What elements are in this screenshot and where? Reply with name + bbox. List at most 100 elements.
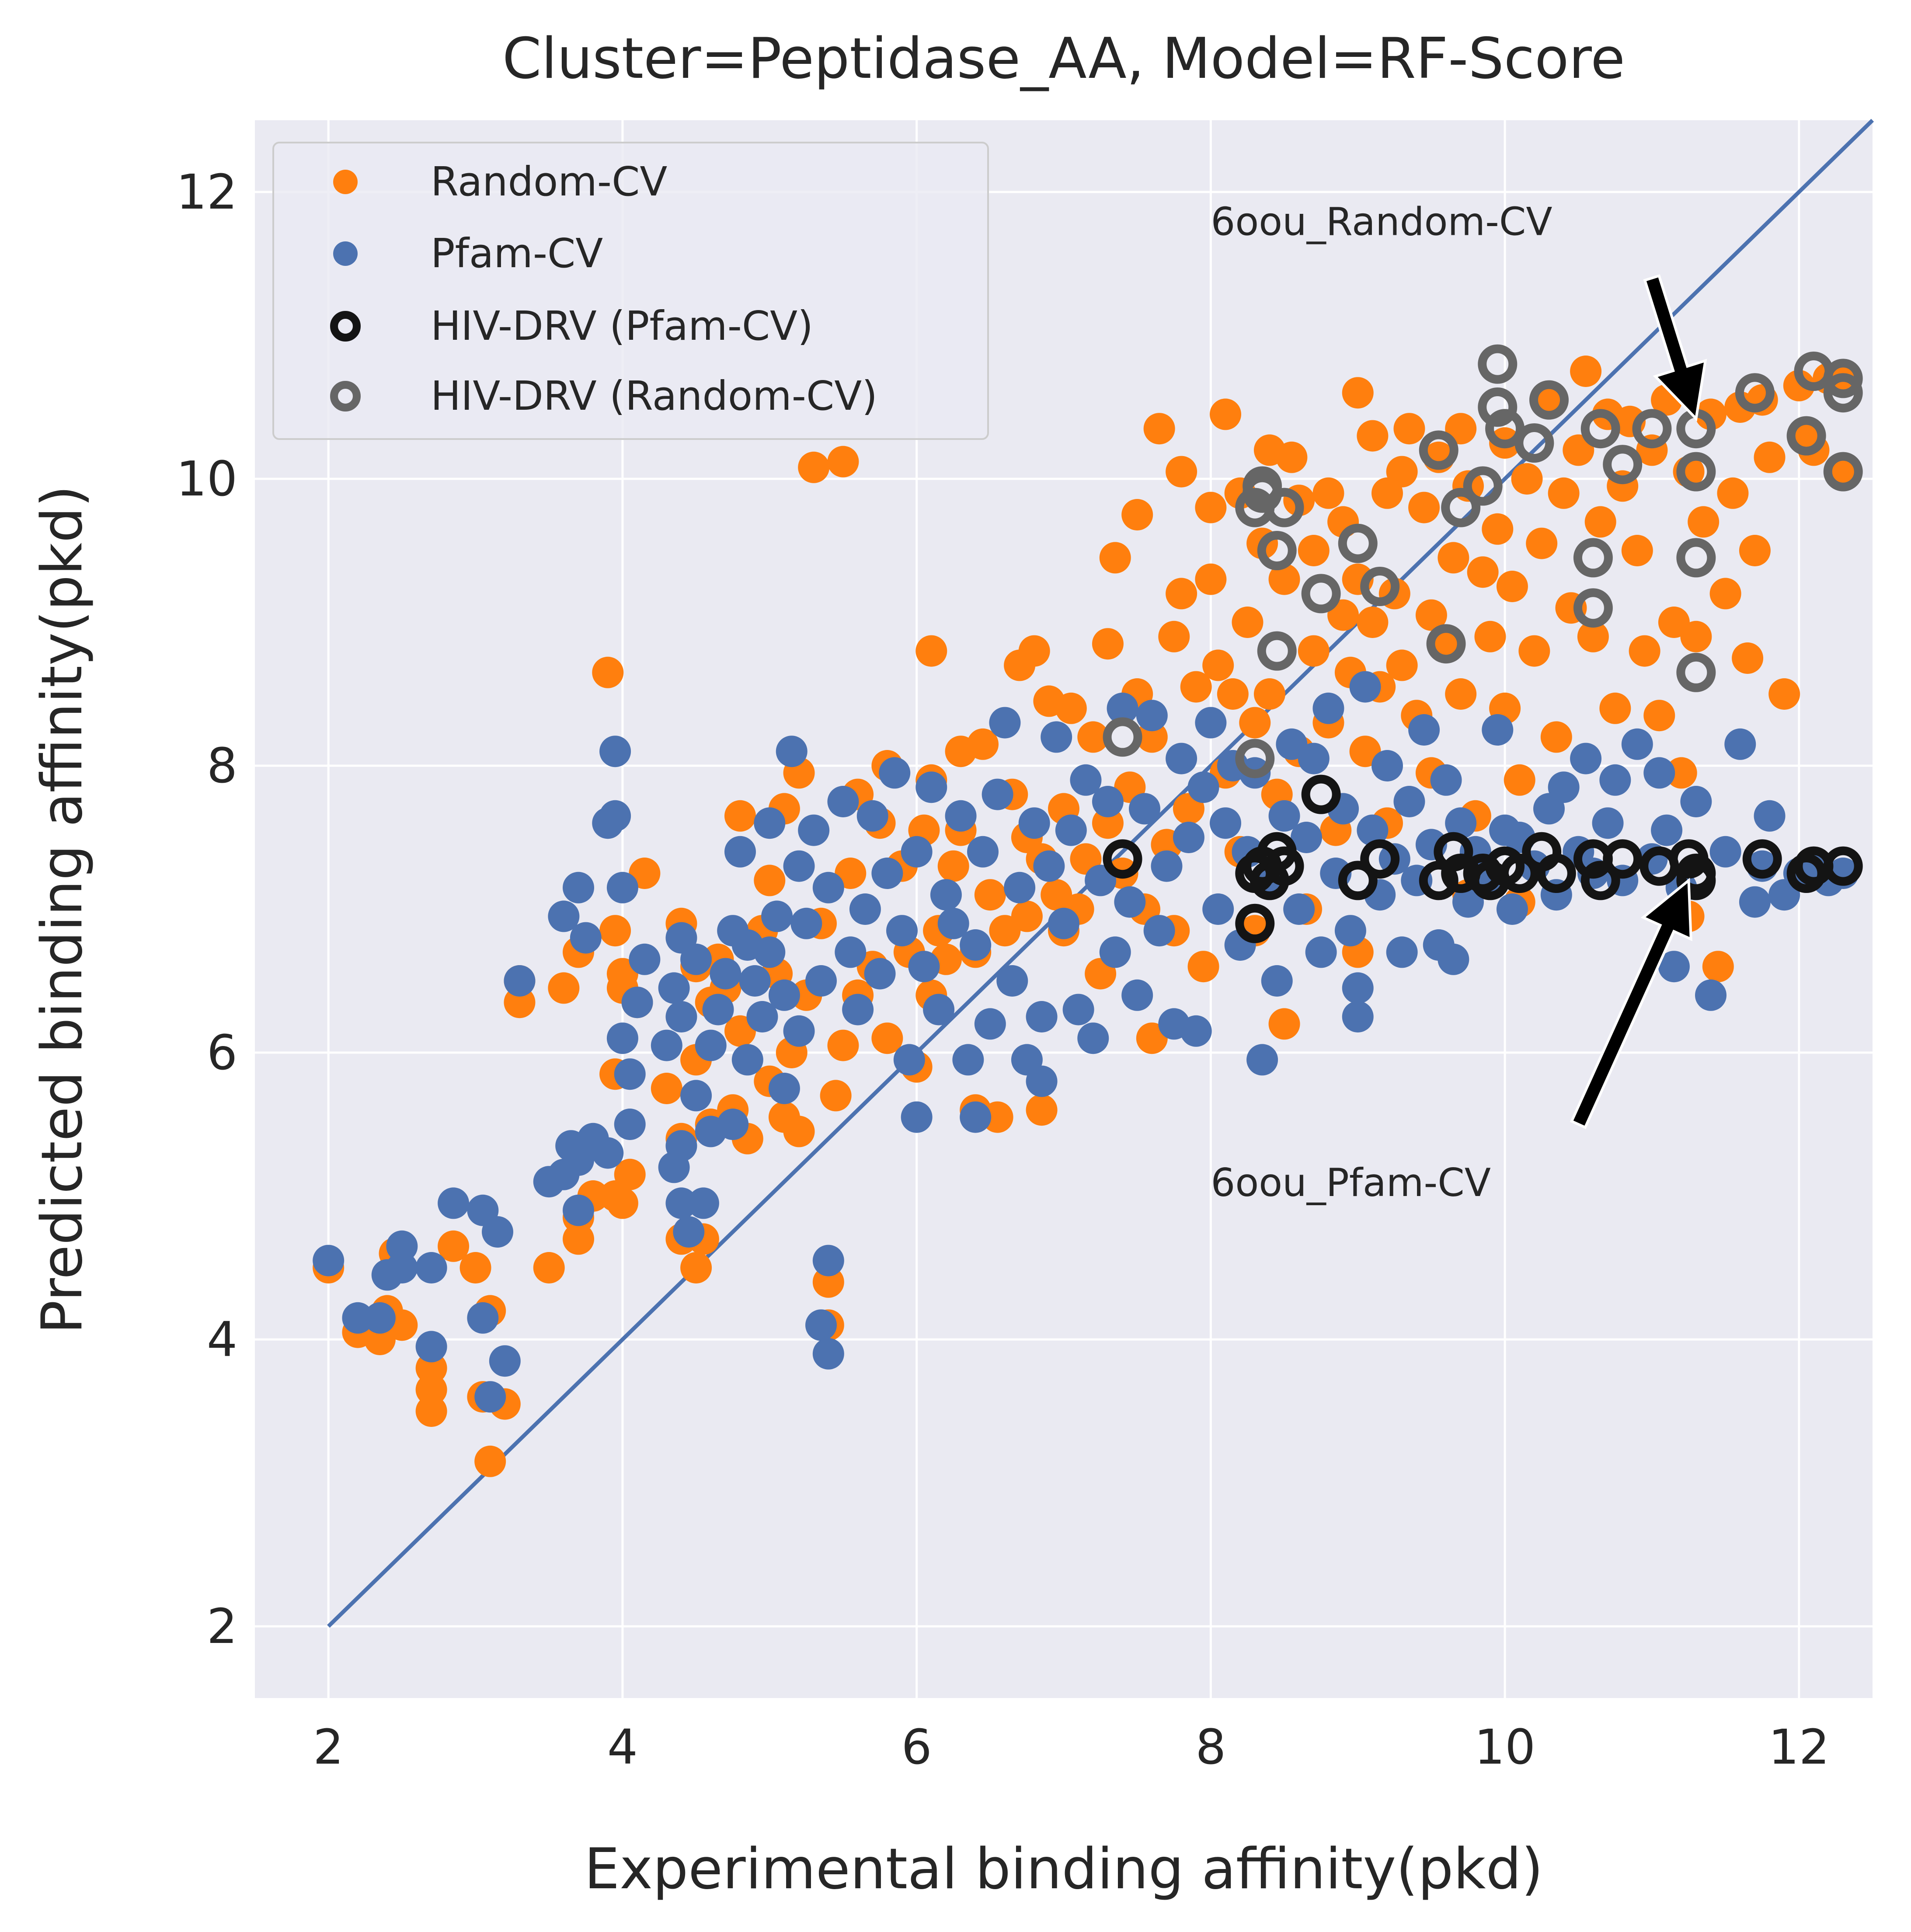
point-pfam-cv [1408,714,1440,746]
point-pfam-cv [754,936,786,968]
point-pfam-cv [960,929,992,961]
point-random-cv [1253,678,1285,710]
point-hiv-drv-pfam-cv [1500,854,1539,893]
point-random-cv [1092,807,1124,839]
point-pfam-cv [482,1216,513,1248]
point-pfam-cv [1621,728,1653,760]
point-pfam-cv [1651,814,1683,846]
point-random-cv [1474,621,1506,652]
point-pfam-cv [438,1187,470,1219]
point-pfam-cv [1195,707,1227,739]
point-hiv-drv-pfam-cv [1360,839,1400,879]
point-random-cv [724,800,756,832]
point-random-cv [1709,578,1741,610]
point-pfam-cv [1033,850,1065,882]
point-random-cv [1482,513,1514,545]
point-random-cv [1342,377,1374,409]
point-random-cv [1276,441,1308,473]
point-hiv-drv-pfam-cv [1434,832,1473,872]
point-random-cv [459,1252,491,1283]
point-pfam-cv [614,1058,646,1090]
point-random-cv [592,656,624,688]
point-pfam-cv [1136,700,1168,732]
point-random-cv [1232,607,1264,638]
point-hiv-drv-pfam-cv [1823,846,1863,886]
point-random-cv [1548,477,1580,509]
point-pfam-cv [952,1044,984,1076]
point-pfam-cv [1070,764,1102,796]
point-random-cv [1121,499,1153,530]
point-random-cv [504,987,536,1018]
point-pfam-cv [665,1187,697,1219]
point-random-cv [533,1252,565,1283]
point-pfam-cv [1739,886,1771,918]
point-hiv-drv-random-cv [1301,574,1341,614]
point-pfam-cv [717,1109,749,1140]
point-pfam-cv [673,1216,705,1248]
legend-label-hiv-drv-pfam-cv: HIV-DRV (Pfam-CV) [431,303,813,349]
point-pfam-cv [621,987,653,1018]
point-random-cv [1415,599,1447,631]
point-random-cv [1268,563,1300,595]
point-random-cv [1680,621,1712,652]
point-random-cv [1511,463,1543,495]
point-random-cv [1195,563,1227,595]
point-pfam-cv [812,1245,844,1276]
point-hiv-drv-pfam-cv [1301,774,1341,814]
point-random-cv [1357,420,1389,452]
point-random-cv [1717,477,1749,509]
points-layer [313,344,1863,1477]
point-random-cv [1180,671,1212,703]
y-tick-label: 4 [207,1311,237,1367]
point-random-cv [1187,951,1219,983]
point-random-cv [1092,628,1124,660]
legend-marker-pfam-cv [333,241,358,266]
point-random-cv [982,1101,1013,1133]
point-hiv-drv-random-cv [1338,523,1378,563]
point-hiv-drv-random-cv [1478,344,1518,384]
point-pfam-cv [1187,771,1219,803]
point-random-cv [415,1395,447,1427]
point-pfam-cv [1143,915,1175,947]
point-pfam-cv [798,814,830,846]
point-random-cv [1504,764,1535,796]
point-pfam-cv [680,1080,712,1112]
point-pfam-cv [901,836,933,868]
point-pfam-cv [563,872,594,903]
point-pfam-cv [651,1029,682,1061]
point-pfam-cv [1099,936,1131,968]
point-random-cv [1540,721,1572,753]
point-pfam-cv [805,965,837,997]
point-pfam-cv [1173,822,1204,853]
point-pfam-cv [1548,771,1580,803]
point-hiv-drv-random-cv [1573,538,1613,578]
point-pfam-cv [1298,743,1330,774]
point-pfam-cv [1004,872,1036,903]
point-random-cv [1643,700,1675,732]
point-pfam-cv [1312,692,1344,724]
point-pfam-cv [739,965,771,997]
point-hiv-drv-random-cv [1676,452,1716,492]
point-pfam-cv [342,1302,374,1334]
point-pfam-cv [768,979,800,1011]
point-pfam-cv [908,951,940,983]
point-pfam-cv [467,1302,499,1334]
point-pfam-cv [1048,907,1079,939]
point-random-cv [1768,678,1800,710]
point-random-cv [1570,356,1602,387]
point-random-cv [827,446,859,478]
point-random-cv [798,451,830,483]
annotation-6oou-random-cv: 6oou_Random-CV [1211,199,1552,244]
point-random-cv [1136,721,1168,753]
point-hiv-drv-random-cv [1676,538,1716,578]
point-hiv-drv-pfam-cv [1264,846,1304,886]
point-pfam-cv [702,994,734,1025]
point-hiv-drv-random-cv [1823,359,1863,398]
point-hiv-drv-random-cv [1632,409,1672,449]
point-random-cv [1408,492,1440,523]
point-hiv-drv-random-cv [1463,466,1503,506]
point-random-cv [1754,441,1786,473]
point-hiv-drv-random-cv [1676,652,1716,692]
point-pfam-cv [629,943,661,975]
point-pfam-cv [901,1101,933,1133]
